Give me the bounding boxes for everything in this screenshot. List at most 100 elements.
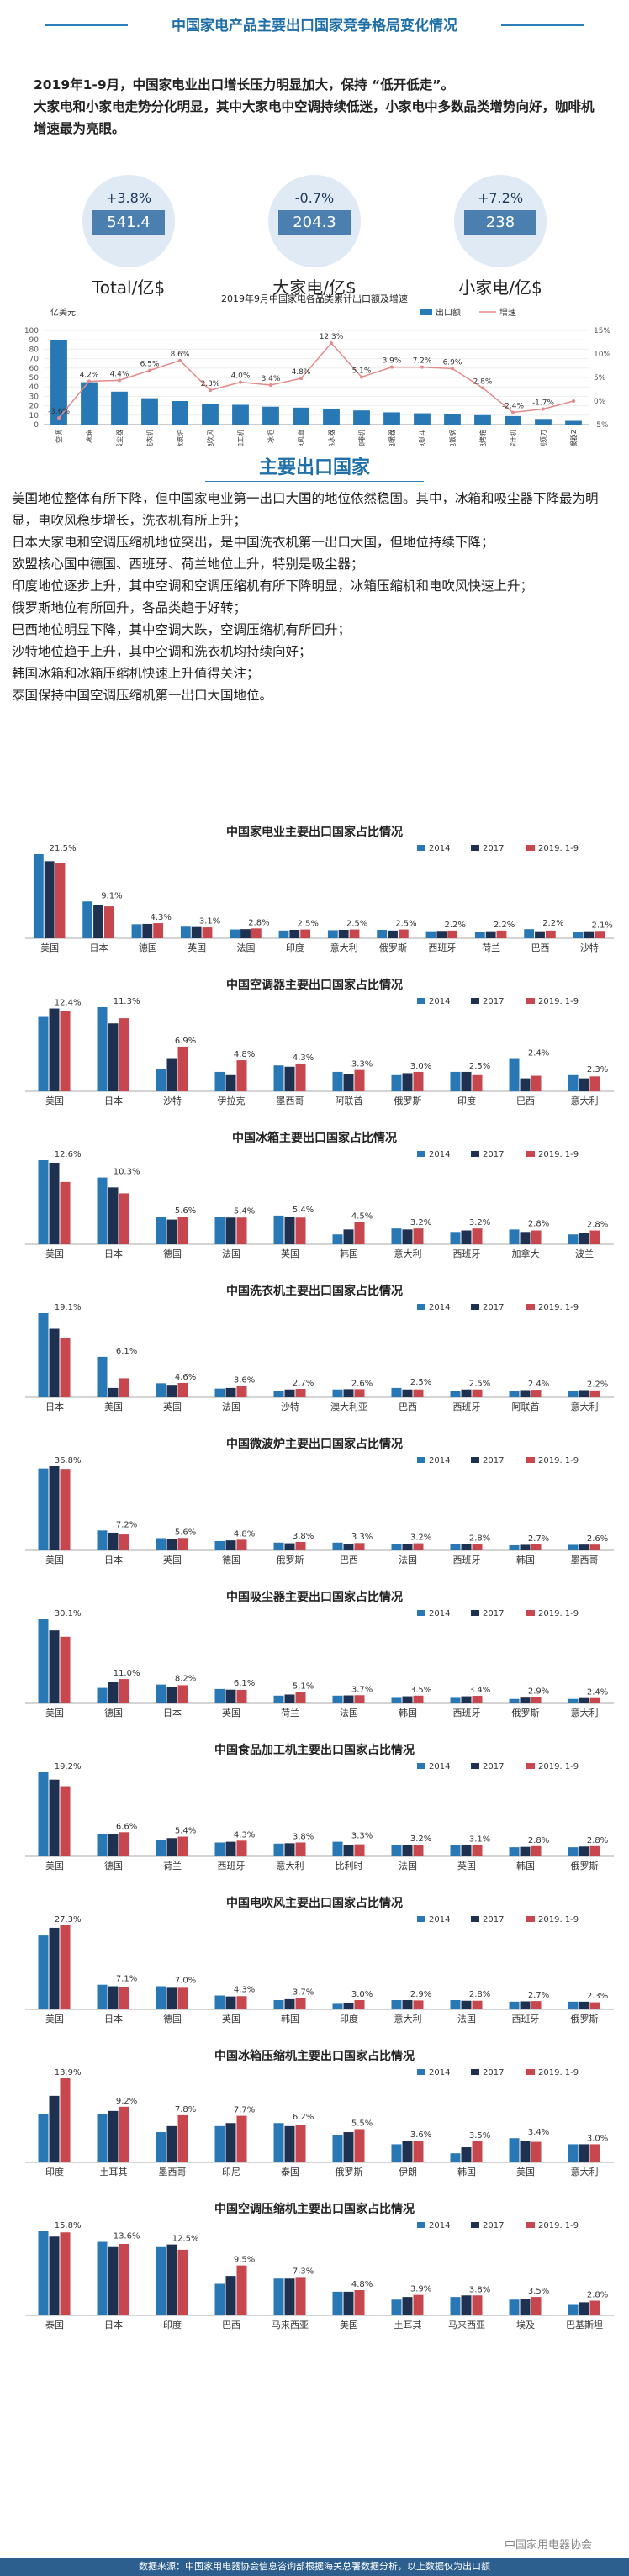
y2-tick-label: 10% (594, 351, 610, 359)
bar (166, 1219, 177, 1244)
bar (450, 2000, 461, 2009)
legend-swatch (526, 2069, 535, 2075)
analysis-line: 俄罗斯地位有所回升，各品类趋于好转； (12, 600, 247, 615)
data-label: 6.1% (234, 1679, 255, 1688)
bar (60, 2232, 71, 2315)
bar (166, 1539, 177, 1550)
x-tick-label: 日本 (90, 942, 108, 953)
bar (284, 1217, 295, 1244)
growth-point (481, 386, 484, 390)
bar (284, 1066, 295, 1091)
x-tick-label: 电吹风 (206, 430, 214, 446)
bar (531, 1230, 542, 1244)
x-tick-label: 印度 (340, 2013, 358, 2024)
bar (225, 1689, 236, 1703)
growth-point (209, 388, 212, 393)
bar (343, 1695, 354, 1703)
x-tick-label: 伊朗 (399, 2167, 417, 2177)
bar (391, 2000, 402, 2009)
x-tick-label: 美国 (340, 2320, 358, 2331)
bar (332, 1389, 343, 1397)
legend-label: 2014 (429, 997, 450, 1006)
legend-label: 2019. 1-9 (538, 1762, 579, 1771)
bar (391, 1387, 402, 1397)
bar (545, 930, 556, 938)
bar (49, 2095, 60, 2162)
bar (323, 408, 340, 425)
legend-swatch (417, 1916, 426, 1922)
bar (568, 2304, 579, 2315)
data-label: 6.9% (175, 1037, 196, 1046)
bar (531, 2297, 542, 2315)
bar (232, 404, 249, 425)
bar (273, 2000, 284, 2009)
bar (472, 1696, 483, 1703)
bar (595, 931, 605, 938)
bar (461, 1071, 472, 1091)
bar (461, 1389, 472, 1397)
bar (402, 2141, 413, 2162)
data-label: 3.8% (469, 2285, 490, 2294)
bar (568, 1544, 579, 1550)
bar (49, 1779, 60, 1856)
data-label: 2.8% (528, 1219, 549, 1228)
bar (535, 931, 545, 938)
x-tick-label: 意大利 (571, 1707, 599, 1718)
bar (214, 1842, 225, 1856)
bar (166, 1687, 177, 1703)
data-label: 2.7% (528, 1991, 549, 2000)
legend-label: 2014 (429, 1915, 450, 1924)
bar (332, 1695, 343, 1703)
legend-label: 2014 (429, 2221, 450, 2230)
chart-title: 中国微波炉主要出口国家占比情况 (226, 1437, 403, 1451)
summary-label: 大家电/亿$ (272, 277, 357, 298)
bar (472, 1074, 483, 1091)
bar (332, 2003, 343, 2009)
bar (509, 1698, 520, 1703)
bar (273, 1391, 284, 1397)
growth-point (148, 368, 151, 372)
bar (472, 1845, 483, 1856)
bar (343, 1389, 354, 1397)
bar (520, 1078, 531, 1091)
bar (472, 1228, 483, 1244)
bar (354, 1222, 365, 1244)
bar (236, 2115, 247, 2162)
bar (354, 2000, 365, 2009)
y-tick-label: 20 (29, 403, 40, 411)
x-tick-label: 电暖器2 (569, 430, 578, 446)
growth-point (451, 367, 454, 371)
bar (33, 854, 44, 938)
data-label: 4.3% (234, 1830, 255, 1840)
bar (354, 1844, 365, 1856)
growth-point (269, 383, 272, 387)
bar (472, 2295, 483, 2315)
growth-label: 2.8% (473, 377, 493, 386)
bar (38, 1468, 49, 1550)
bar (49, 1008, 60, 1091)
data-label: 3.8% (293, 1532, 314, 1541)
bar (166, 2125, 177, 2162)
data-label: 5.1% (293, 1682, 314, 1692)
x-tick-label: 意大利 (571, 1095, 599, 1106)
bar (214, 2125, 225, 2162)
bar (450, 1845, 461, 1856)
summary-small-appliances: +7.2% 238 小家电/亿$ (446, 175, 555, 298)
data-label: 3.4% (528, 2128, 549, 2137)
legend-swatch (526, 1457, 535, 1463)
x-tick-label: 印度 (457, 1095, 476, 1106)
bar (589, 1697, 600, 1703)
bar (295, 1063, 306, 1091)
y-tick-label: 100 (24, 327, 39, 335)
legend-label: 2017 (483, 1609, 504, 1618)
data-label: 2.8% (587, 1836, 608, 1845)
bar (119, 1193, 130, 1244)
bar (579, 2001, 589, 2009)
data-label: 12.5% (172, 2235, 199, 2244)
bar (166, 1838, 177, 1856)
section-rule (205, 481, 424, 482)
y2-tick-label: 15% (594, 327, 610, 335)
summary-label: Total/亿$ (92, 277, 166, 298)
data-label: 13.9% (55, 2068, 82, 2077)
